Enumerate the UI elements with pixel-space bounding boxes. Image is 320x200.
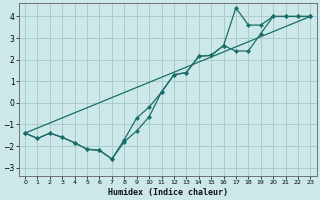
X-axis label: Humidex (Indice chaleur): Humidex (Indice chaleur) <box>108 188 228 197</box>
